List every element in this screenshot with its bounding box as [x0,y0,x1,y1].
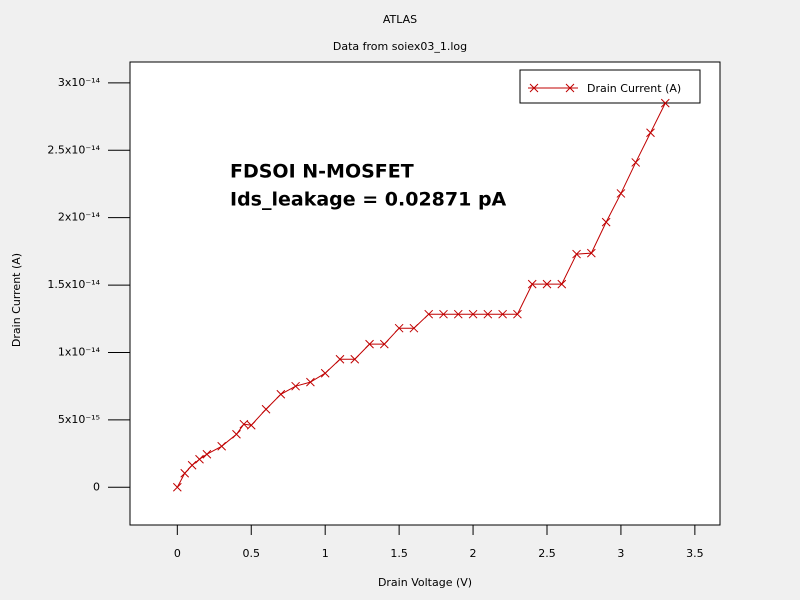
chart-subtitle: Data from soiex03_1.log [333,40,467,53]
marker [276,389,286,399]
marker [527,279,537,289]
y-tick-label: 2.5x10⁻¹⁴ [47,143,100,156]
marker [586,248,596,258]
x-tick-label: 1.5 [390,547,408,560]
annotation: Ids_leakage = 0.02871 pA [230,189,507,211]
marker [172,482,182,492]
legend-label: Drain Current (A) [587,82,681,95]
annotation: FDSOI N-MOSFET [230,161,414,183]
x-tick-label: 0 [174,547,181,560]
marker [379,339,389,349]
x-tick-label: 0.5 [243,547,261,560]
marker [616,189,626,198]
marker [187,460,197,470]
marker [424,309,434,319]
marker [246,420,256,430]
y-tick-label: 1.5x10⁻¹⁴ [47,278,100,291]
y-tick-label: 5x10⁻¹⁵ [58,413,100,426]
marker [202,449,212,459]
marker [239,419,249,429]
x-tick-label: 2.5 [538,547,556,560]
chart-title: ATLAS [383,13,417,26]
y-tick-label: 3x10⁻¹⁴ [58,76,101,89]
marker [439,309,448,319]
marker [542,279,552,289]
x-tick-label: 1 [322,547,329,560]
marker [498,309,507,319]
marker [180,468,190,478]
marker [557,279,567,289]
plot-area [129,61,721,526]
marker [601,217,611,227]
marker [468,309,478,319]
marker [409,323,419,333]
marker [217,441,227,451]
marker [306,377,315,387]
marker [195,454,204,464]
marker [320,368,330,378]
y-tick-label: 1x10⁻¹⁴ [58,345,101,358]
y-axis-label: Drain Current (A) [10,253,23,347]
marker [350,354,360,364]
marker [660,98,670,108]
marker [631,158,641,167]
marker [394,323,404,333]
x-tick-label: 3.5 [686,547,704,560]
marker [365,339,374,349]
y-tick-label: 2x10⁻¹⁴ [58,211,101,224]
y-tick-label: 0 [93,480,100,493]
marker [453,309,463,319]
x-tick-label: 2 [470,547,477,560]
marker [572,249,581,259]
x-axis-label: Drain Voltage (V) [378,576,472,589]
legend [519,69,701,104]
marker [646,128,655,138]
legend-marker [529,83,575,93]
marker [232,429,241,439]
marker [513,309,522,319]
marker [335,354,345,364]
marker [291,381,300,391]
marker [261,404,271,414]
marker [483,309,493,319]
x-tick-label: 3 [617,547,624,560]
